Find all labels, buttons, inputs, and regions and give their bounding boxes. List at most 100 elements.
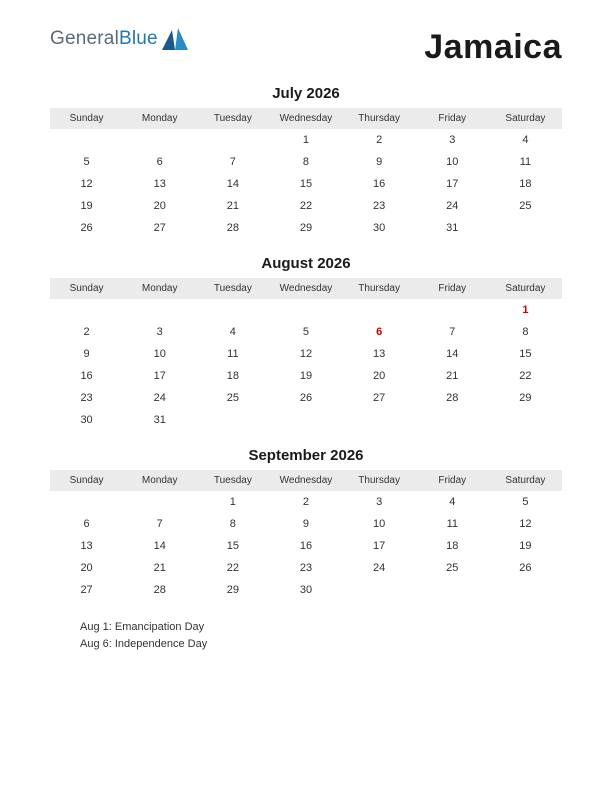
calendar-cell: 26 — [269, 387, 342, 409]
logo-icon — [162, 28, 188, 50]
day-header: Friday — [416, 108, 489, 129]
calendar-cell: 25 — [196, 387, 269, 409]
calendar-cell: 1 — [489, 299, 562, 321]
day-header: Sunday — [50, 278, 123, 299]
calendar-cell: 31 — [416, 217, 489, 239]
day-header: Saturday — [489, 470, 562, 491]
logo-text: GeneralBlue — [50, 28, 158, 50]
month-title: July 2026 — [50, 81, 562, 108]
calendar-cell — [123, 491, 196, 513]
holiday-entry: Aug 6: Independence Day — [80, 636, 562, 653]
calendar-cell: 13 — [50, 535, 123, 557]
calendar-cell: 9 — [269, 513, 342, 535]
calendar-cell: 4 — [416, 491, 489, 513]
day-header: Monday — [123, 108, 196, 129]
calendar-cell: 21 — [123, 557, 196, 579]
calendar-cell: 26 — [489, 557, 562, 579]
month-block: July 2026SundayMondayTuesdayWednesdayThu… — [50, 81, 562, 239]
calendar-cell: 2 — [343, 129, 416, 151]
calendar-cell: 19 — [50, 195, 123, 217]
day-header: Tuesday — [196, 108, 269, 129]
holiday-entry: Aug 1: Emancipation Day — [80, 619, 562, 636]
calendar-cell: 7 — [123, 513, 196, 535]
calendar-cell: 24 — [123, 387, 196, 409]
calendar-table: SundayMondayTuesdayWednesdayThursdayFrid… — [50, 470, 562, 601]
calendar-cell — [489, 409, 562, 431]
calendar-cell: 3 — [123, 321, 196, 343]
month-title: August 2026 — [50, 251, 562, 278]
calendar-cell: 22 — [269, 195, 342, 217]
calendar-cell — [123, 299, 196, 321]
day-header: Friday — [416, 278, 489, 299]
day-header: Thursday — [343, 470, 416, 491]
calendar-row: 6789101112 — [50, 513, 562, 535]
calendar-row: 12131415161718 — [50, 173, 562, 195]
calendar-cell: 13 — [123, 173, 196, 195]
calendar-cell: 29 — [269, 217, 342, 239]
day-header: Wednesday — [269, 108, 342, 129]
calendar-cell: 14 — [416, 343, 489, 365]
logo-text-part1: General — [50, 28, 119, 49]
month-block: September 2026SundayMondayTuesdayWednesd… — [50, 443, 562, 601]
month-block: August 2026SundayMondayTuesdayWednesdayT… — [50, 251, 562, 431]
calendar-container: July 2026SundayMondayTuesdayWednesdayThu… — [50, 81, 562, 601]
calendar-cell: 12 — [269, 343, 342, 365]
calendar-cell: 30 — [50, 409, 123, 431]
day-header: Wednesday — [269, 278, 342, 299]
calendar-cell: 18 — [416, 535, 489, 557]
calendar-cell: 24 — [343, 557, 416, 579]
calendar-cell: 11 — [416, 513, 489, 535]
calendar-cell: 25 — [416, 557, 489, 579]
calendar-cell: 10 — [123, 343, 196, 365]
calendar-row: 16171819202122 — [50, 365, 562, 387]
calendar-cell: 21 — [196, 195, 269, 217]
calendar-cell: 28 — [123, 579, 196, 601]
calendar-cell: 26 — [50, 217, 123, 239]
day-header: Sunday — [50, 108, 123, 129]
calendar-cell: 24 — [416, 195, 489, 217]
calendar-cell: 6 — [50, 513, 123, 535]
calendar-table: SundayMondayTuesdayWednesdayThursdayFrid… — [50, 278, 562, 431]
calendar-cell: 21 — [416, 365, 489, 387]
calendar-row: 23242526272829 — [50, 387, 562, 409]
calendar-cell: 20 — [343, 365, 416, 387]
calendar-cell: 30 — [343, 217, 416, 239]
calendar-table: SundayMondayTuesdayWednesdayThursdayFrid… — [50, 108, 562, 239]
calendar-cell: 13 — [343, 343, 416, 365]
calendar-cell: 15 — [489, 343, 562, 365]
calendar-cell: 9 — [50, 343, 123, 365]
month-title: September 2026 — [50, 443, 562, 470]
calendar-cell: 17 — [416, 173, 489, 195]
calendar-cell — [50, 129, 123, 151]
calendar-cell: 12 — [489, 513, 562, 535]
day-header: Saturday — [489, 108, 562, 129]
calendar-cell: 29 — [196, 579, 269, 601]
calendar-row: 12345 — [50, 491, 562, 513]
calendar-cell: 2 — [269, 491, 342, 513]
calendar-cell: 8 — [269, 151, 342, 173]
calendar-cell: 23 — [343, 195, 416, 217]
calendar-cell: 12 — [50, 173, 123, 195]
day-header: Tuesday — [196, 470, 269, 491]
calendar-row: 2345678 — [50, 321, 562, 343]
calendar-cell: 28 — [416, 387, 489, 409]
calendar-cell: 6 — [343, 321, 416, 343]
calendar-cell: 25 — [489, 195, 562, 217]
calendar-row: 20212223242526 — [50, 557, 562, 579]
calendar-row: 9101112131415 — [50, 343, 562, 365]
calendar-cell: 14 — [123, 535, 196, 557]
calendar-cell: 5 — [50, 151, 123, 173]
calendar-cell: 27 — [50, 579, 123, 601]
calendar-row: 3031 — [50, 409, 562, 431]
calendar-cell: 4 — [196, 321, 269, 343]
calendar-cell — [196, 409, 269, 431]
calendar-cell: 27 — [343, 387, 416, 409]
calendar-cell — [269, 409, 342, 431]
calendar-cell: 6 — [123, 151, 196, 173]
calendar-cell: 18 — [196, 365, 269, 387]
calendar-cell: 31 — [123, 409, 196, 431]
calendar-cell: 16 — [50, 365, 123, 387]
calendar-cell: 23 — [269, 557, 342, 579]
calendar-cell: 14 — [196, 173, 269, 195]
calendar-cell: 19 — [489, 535, 562, 557]
